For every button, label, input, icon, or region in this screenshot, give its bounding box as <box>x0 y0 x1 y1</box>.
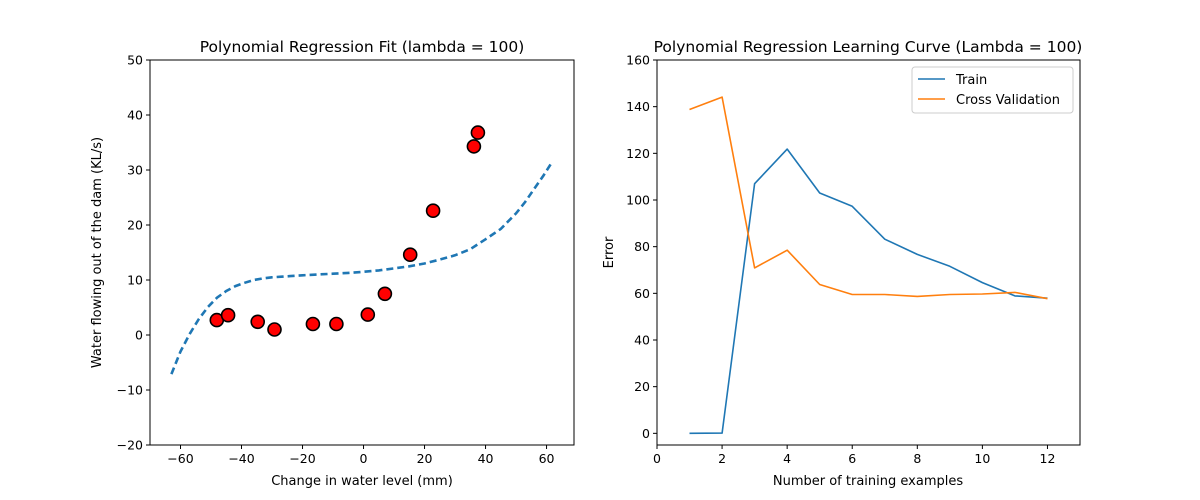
fit-chart-x-tick-label: 60 <box>539 451 555 466</box>
data-point <box>470 125 486 140</box>
fit-chart-y-tick-label: 40 <box>127 108 143 123</box>
legend-label-train: Train <box>955 73 987 88</box>
fit-chart-y-tick-label: 10 <box>127 273 143 288</box>
fit-chart-y-tick-label: 50 <box>127 53 143 68</box>
fit-chart: Polynomial Regression Fit (lambda = 100)… <box>90 38 575 489</box>
fit-curve-group <box>170 160 554 375</box>
fit-chart-y-ticks: −20 −10 0 10 20 30 40 50 <box>117 53 150 453</box>
learning-curve-y-tick-label: 40 <box>634 333 650 348</box>
learning-curve-x-tick-label: 2 <box>718 451 726 466</box>
fit-chart-x-label: Change in water level (mm) <box>271 474 453 489</box>
data-point <box>377 286 393 302</box>
learning-curve-y-tick-label: 60 <box>634 286 650 301</box>
learning-curve-y-tick-label: 120 <box>626 146 650 161</box>
learning-curve-y-tick-label: 0 <box>642 426 650 441</box>
learning-curve-x-ticks: 0 2 4 6 8 10 12 <box>653 445 1055 466</box>
data-point <box>402 247 418 262</box>
fit-chart-x-tick-label: −20 <box>289 451 315 466</box>
legend: Train Cross Validation <box>911 66 1074 114</box>
learning-curve-title: Polynomial Regression Learning Curve (La… <box>654 38 1083 56</box>
learning-curve-y-tick-label: 140 <box>626 99 650 114</box>
learning-curve-x-tick-label: 12 <box>1040 451 1056 466</box>
fit-chart-y-tick-label: −10 <box>117 383 143 398</box>
fit-chart-title: Polynomial Regression Fit (lambda = 100) <box>200 38 525 56</box>
learning-curve-x-tick-label: 0 <box>653 451 661 466</box>
learning-curve-y-tick-label: 20 <box>634 379 650 394</box>
learning-curve-x-tick-label: 10 <box>974 451 990 466</box>
learning-curve-lines <box>689 96 1048 435</box>
legend-box <box>911 66 1074 114</box>
data-points-group <box>209 125 486 337</box>
learning-curve-y-tick-label: 160 <box>626 53 650 68</box>
data-point <box>250 314 266 330</box>
train-series-line <box>689 148 1048 435</box>
fit-chart-x-tick-label: 20 <box>417 451 433 466</box>
fit-chart-x-tick-label: −40 <box>228 451 254 466</box>
fit-chart-y-tick-label: −20 <box>117 438 143 453</box>
learning-curve-y-tick-label: 80 <box>634 239 650 254</box>
data-point <box>466 139 482 154</box>
data-point <box>425 203 441 218</box>
learning-curve-chart: Polynomial Regression Learning Curve (La… <box>602 38 1082 489</box>
cross-validation-series-line <box>689 96 1048 300</box>
learning-curve-y-tick-label: 100 <box>626 193 650 208</box>
fit-chart-x-tick-label: 0 <box>360 451 368 466</box>
learning-curve-x-tick-label: 8 <box>913 451 921 466</box>
learning-curve-y-ticks: 0 20 40 60 80 100 120 140 160 <box>626 53 657 441</box>
fit-chart-x-tick-label: −60 <box>167 451 193 466</box>
fit-chart-x-ticks: −60 −40 −20 0 20 40 60 <box>167 445 555 466</box>
data-point <box>360 307 376 322</box>
data-point <box>305 316 321 332</box>
fit-curve <box>170 160 554 375</box>
data-point <box>267 322 282 337</box>
learning-curve-x-tick-label: 4 <box>783 451 791 466</box>
learning-curve-y-label: Error <box>602 236 617 268</box>
fit-chart-y-tick-label: 30 <box>127 163 143 178</box>
learning-curve-x-label: Number of training examples <box>773 474 963 489</box>
learning-curve-x-tick-label: 6 <box>848 451 856 466</box>
fit-chart-y-tick-label: 20 <box>127 218 143 233</box>
data-point <box>220 307 236 323</box>
legend-label-cross-validation: Cross Validation <box>956 93 1060 108</box>
fit-chart-y-label: Water flowing out of the dam (KL/s) <box>90 137 105 368</box>
fit-chart-x-tick-label: 40 <box>478 451 494 466</box>
fit-chart-y-tick-label: 0 <box>135 328 143 343</box>
learning-curve-frame <box>656 59 1081 446</box>
fit-chart-frame <box>149 59 575 446</box>
data-point <box>329 316 344 332</box>
